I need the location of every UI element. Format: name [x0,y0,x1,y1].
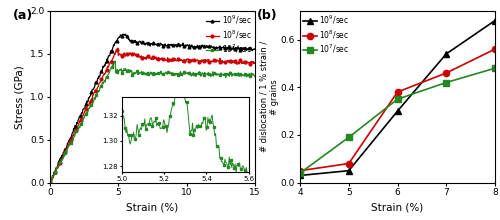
Legend: 10$^9$/sec, 10$^8$/sec, 10$^7$/sec: 10$^9$/sec, 10$^8$/sec, 10$^7$/sec [302,13,350,56]
Text: (b): (b) [257,9,278,22]
10$^9$/sec [120,33,126,35]
10$^7$/sec [112,60,118,62]
10$^7$/sec [196,72,202,75]
10$^9$/sec [297,174,303,177]
10$^9$/sec [72,126,78,129]
10$^9$/sec [252,48,258,50]
10$^8$/sec [114,49,120,52]
10$^7$/sec [72,133,78,136]
10$^8$/sec [492,48,498,50]
10$^9$/sec [128,40,134,43]
10$^7$/sec [47,182,53,184]
10$^8$/sec [48,181,54,183]
10$^9$/sec [492,19,498,22]
10$^8$/sec [252,61,258,64]
Line: 10$^8$/sec: 10$^8$/sec [48,47,256,183]
10$^8$/sec [346,162,352,165]
10$^8$/sec [47,180,53,183]
10$^7$/sec [252,75,258,78]
10$^8$/sec [129,53,135,56]
10$^9$/sec [394,110,400,112]
Line: 10$^7$/sec: 10$^7$/sec [297,65,498,176]
10$^9$/sec [114,39,120,42]
10$^8$/sec [297,169,303,172]
10$^8$/sec [177,59,183,62]
10$^7$/sec [115,69,121,72]
10$^7$/sec [177,72,183,74]
10$^7$/sec [444,81,450,84]
10$^7$/sec [48,182,54,185]
10$^8$/sec [444,72,450,74]
10$^7$/sec [492,67,498,70]
10$^9$/sec [176,45,182,47]
10$^9$/sec [196,45,202,48]
10$^8$/sec [72,130,78,133]
10$^8$/sec [197,59,203,62]
10$^9$/sec [47,182,53,185]
X-axis label: Strain (%): Strain (%) [372,203,424,213]
10$^7$/sec [129,73,135,76]
Line: 10$^9$/sec: 10$^9$/sec [297,17,498,179]
10$^7$/sec [297,172,303,174]
Text: (a): (a) [13,9,34,22]
10$^7$/sec [197,73,203,75]
Line: 10$^9$/sec: 10$^9$/sec [48,33,256,185]
10$^9$/sec [196,45,202,47]
Line: 10$^8$/sec: 10$^8$/sec [297,46,498,174]
10$^8$/sec [196,61,202,63]
Y-axis label: # dislocation / 1 % strain /
# grains: # dislocation / 1 % strain / # grains [260,41,278,152]
Y-axis label: Stress (GPa): Stress (GPa) [14,65,24,129]
10$^7$/sec [394,98,400,101]
10$^8$/sec [115,47,121,49]
10$^9$/sec [346,169,352,172]
10$^9$/sec [444,53,450,55]
Legend: 10$^9$/sec, 10$^8$/sec, 10$^7$/sec: 10$^9$/sec, 10$^8$/sec, 10$^7$/sec [205,13,252,56]
10$^8$/sec [394,91,400,93]
Line: 10$^7$/sec: 10$^7$/sec [48,60,256,185]
10$^7$/sec [346,136,352,139]
X-axis label: Strain (%): Strain (%) [126,203,178,213]
